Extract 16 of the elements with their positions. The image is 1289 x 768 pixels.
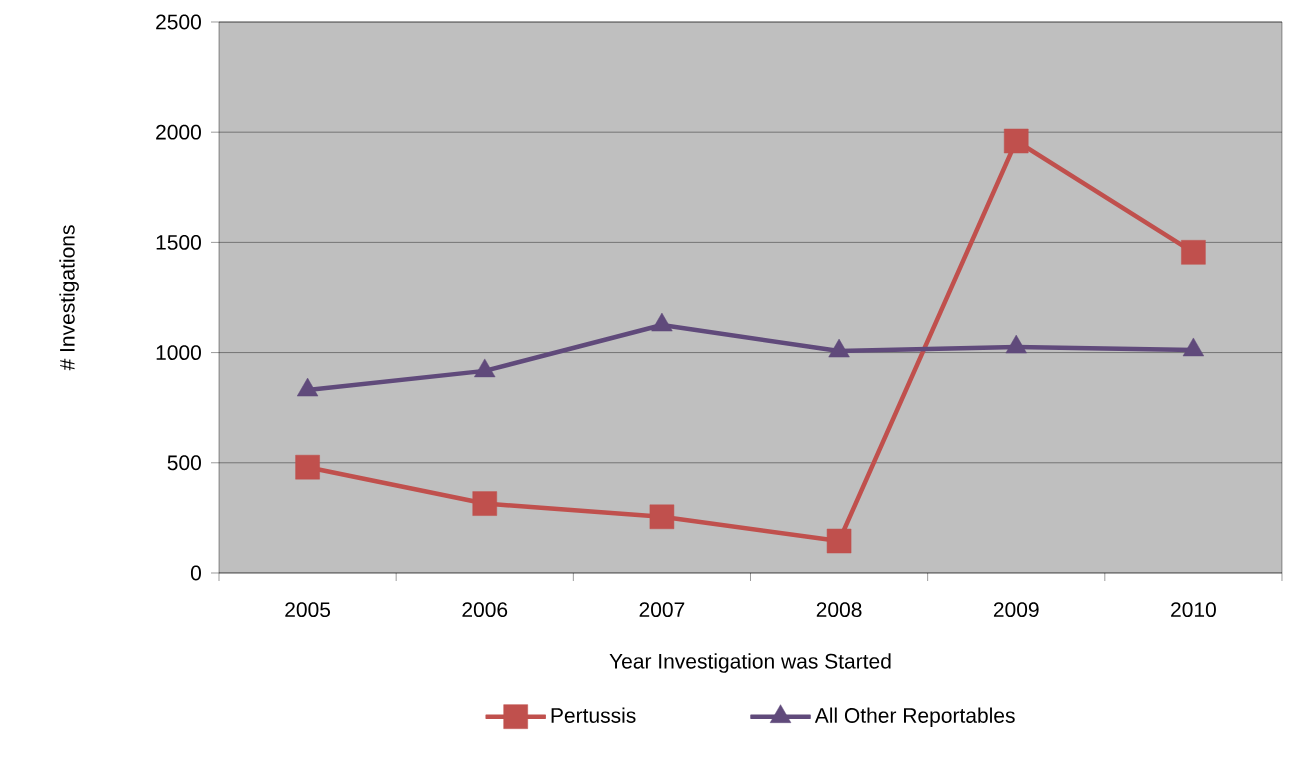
x-tick-label: 2009 bbox=[993, 602, 1039, 618]
x-tick-label: 2008 bbox=[816, 602, 862, 618]
y-tick-label: 1500 bbox=[156, 234, 201, 250]
x-tick-label: 2007 bbox=[639, 602, 685, 618]
y-axis-title: # Investigations bbox=[59, 225, 79, 371]
x-tick-label: 2010 bbox=[1171, 602, 1216, 618]
y-tick-label: 500 bbox=[167, 455, 201, 471]
x-tick-label: 2005 bbox=[285, 602, 331, 618]
y-tick-label: 0 bbox=[190, 565, 201, 581]
x-axis-title: Year Investigation was Started bbox=[609, 653, 891, 673]
legend-label: Pertussis bbox=[551, 707, 636, 723]
y-tick-label: 2500 bbox=[156, 14, 201, 30]
legend-label: All Other Reportables bbox=[814, 707, 1015, 728]
y-tick-label: 2000 bbox=[156, 124, 201, 140]
y-tick-label: 1000 bbox=[156, 345, 201, 361]
x-tick-label: 2006 bbox=[462, 602, 508, 618]
